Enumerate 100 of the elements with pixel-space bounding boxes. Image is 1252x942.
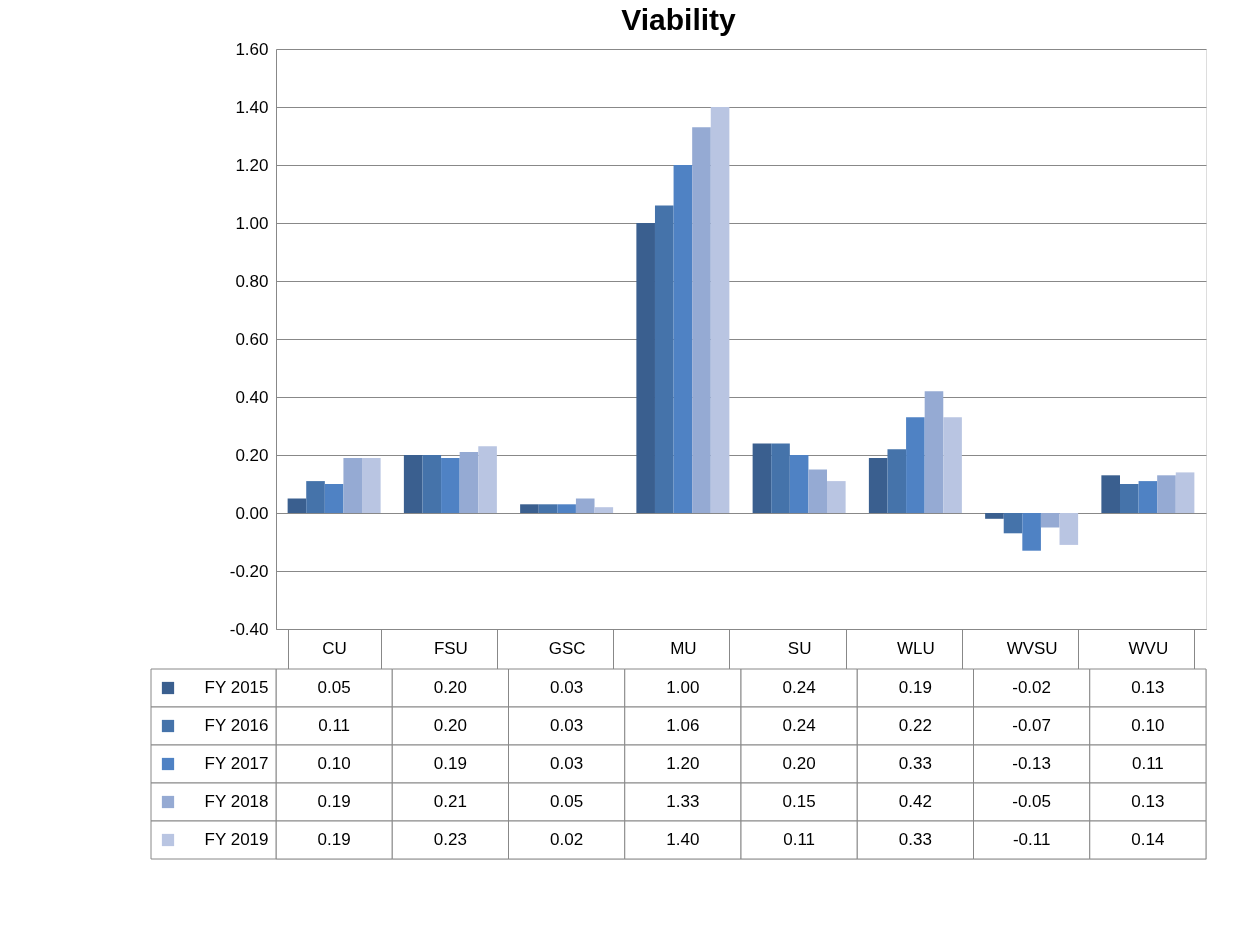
- bar: [943, 417, 962, 513]
- data-label: 0.03: [550, 678, 584, 697]
- bar: [789, 455, 809, 513]
- y-tick-label: 1.20: [235, 155, 269, 175]
- data-label: 0.11: [318, 716, 351, 735]
- y-tick-label: 1.40: [235, 97, 269, 117]
- bar: [324, 484, 344, 513]
- data-label: 0.03: [550, 754, 584, 773]
- x-tick-label: CU: [322, 638, 347, 658]
- data-label: 0.10: [1131, 716, 1165, 735]
- data-label: 0.15: [782, 792, 816, 811]
- data-label: 0.42: [898, 792, 932, 811]
- bar: [422, 455, 442, 513]
- x-tick-label: WVSU: [1006, 638, 1058, 658]
- y-tick-label: 0.00: [235, 503, 269, 523]
- data-label: -0.13: [1012, 754, 1051, 773]
- bar: [808, 469, 828, 513]
- bar: [1022, 513, 1041, 551]
- legend-label: FY 2019: [204, 830, 269, 849]
- data-label: 1.20: [666, 754, 700, 773]
- legend-label: FY 2016: [204, 716, 269, 735]
- bar: [771, 443, 790, 513]
- bar: [594, 507, 614, 513]
- data-label: -0.11: [1012, 830, 1051, 849]
- data-label: 0.21: [433, 792, 467, 811]
- bar: [827, 481, 846, 513]
- data-label: 1.40: [666, 830, 700, 849]
- data-label: 1.33: [666, 792, 700, 811]
- bar: [441, 457, 460, 513]
- x-tick-label: SU: [787, 638, 812, 658]
- y-tick-label: 0.40: [235, 387, 269, 407]
- data-label: 0.19: [317, 830, 351, 849]
- legend-label: FY 2017: [204, 754, 269, 773]
- bar: [673, 165, 693, 513]
- y-tick-label: 1.60: [235, 39, 269, 59]
- x-tick-label: MU: [670, 638, 697, 658]
- bar: [710, 107, 730, 513]
- bar: [692, 127, 711, 513]
- y-tick-label: -0.40: [229, 619, 269, 639]
- y-tick-label: -0.20: [229, 561, 269, 581]
- data-label: 0.23: [433, 830, 467, 849]
- data-label: -0.07: [1012, 716, 1051, 735]
- bar: [924, 391, 944, 513]
- data-label: 0.10: [317, 754, 351, 773]
- x-tick-label: GSC: [548, 638, 586, 658]
- legend-label: FY 2018: [204, 792, 269, 811]
- bar: [362, 457, 381, 513]
- data-label: 0.05: [317, 678, 351, 697]
- bar: [1101, 475, 1120, 513]
- data-label: 0.24: [782, 716, 816, 735]
- data-label: 0.14: [1131, 830, 1165, 849]
- data-label: -0.02: [1012, 678, 1051, 697]
- bar: [1119, 484, 1139, 513]
- bar: [520, 504, 539, 513]
- bar: [1138, 481, 1158, 513]
- data-label: 0.13: [1131, 792, 1165, 811]
- bar: [575, 498, 595, 513]
- data-label: 0.24: [782, 678, 816, 697]
- data-label: 0.19: [433, 754, 467, 773]
- bar: [478, 446, 497, 513]
- data-label: 1.06: [666, 716, 700, 735]
- x-tick-label: FSU: [433, 638, 468, 658]
- y-tick-label: 1.00: [235, 213, 269, 233]
- bar: [636, 223, 655, 513]
- data-label: 0.20: [433, 678, 467, 697]
- bar: [403, 455, 423, 513]
- bar: [306, 481, 325, 513]
- x-tick-label: WLU: [896, 638, 935, 658]
- x-tick-label: WVU: [1128, 638, 1169, 658]
- bar: [654, 205, 674, 513]
- bar: [868, 457, 888, 513]
- data-label: 0.20: [782, 754, 816, 773]
- bar: [343, 457, 363, 513]
- chart-title: Viability: [621, 2, 737, 36]
- data-label: 0.02: [550, 830, 584, 849]
- bar: [1059, 513, 1079, 545]
- data-label: 0.33: [898, 830, 932, 849]
- data-label: 0.11: [1131, 754, 1164, 773]
- y-tick-label: 0.60: [235, 329, 269, 349]
- bar: [887, 449, 907, 513]
- data-label: 0.03: [550, 716, 584, 735]
- data-label: 0.19: [317, 792, 351, 811]
- legend-label: FY 2015: [204, 678, 269, 697]
- bar: [557, 504, 576, 513]
- bar: [538, 504, 558, 513]
- y-tick-label: 0.80: [235, 271, 269, 291]
- bar: [1040, 513, 1060, 528]
- data-label: 1.00: [666, 678, 700, 697]
- data-label: -0.05: [1012, 792, 1051, 811]
- bar: [985, 513, 1004, 519]
- bar: [459, 452, 479, 513]
- bar: [1175, 472, 1195, 513]
- y-tick-label: 0.20: [235, 445, 269, 465]
- data-label: 0.20: [433, 716, 467, 735]
- data-label: 0.11: [783, 830, 816, 849]
- bar: [1157, 475, 1176, 513]
- bar: [287, 498, 307, 513]
- data-label: 0.13: [1131, 678, 1165, 697]
- data-label: 0.33: [898, 754, 932, 773]
- data-label: 0.22: [898, 716, 932, 735]
